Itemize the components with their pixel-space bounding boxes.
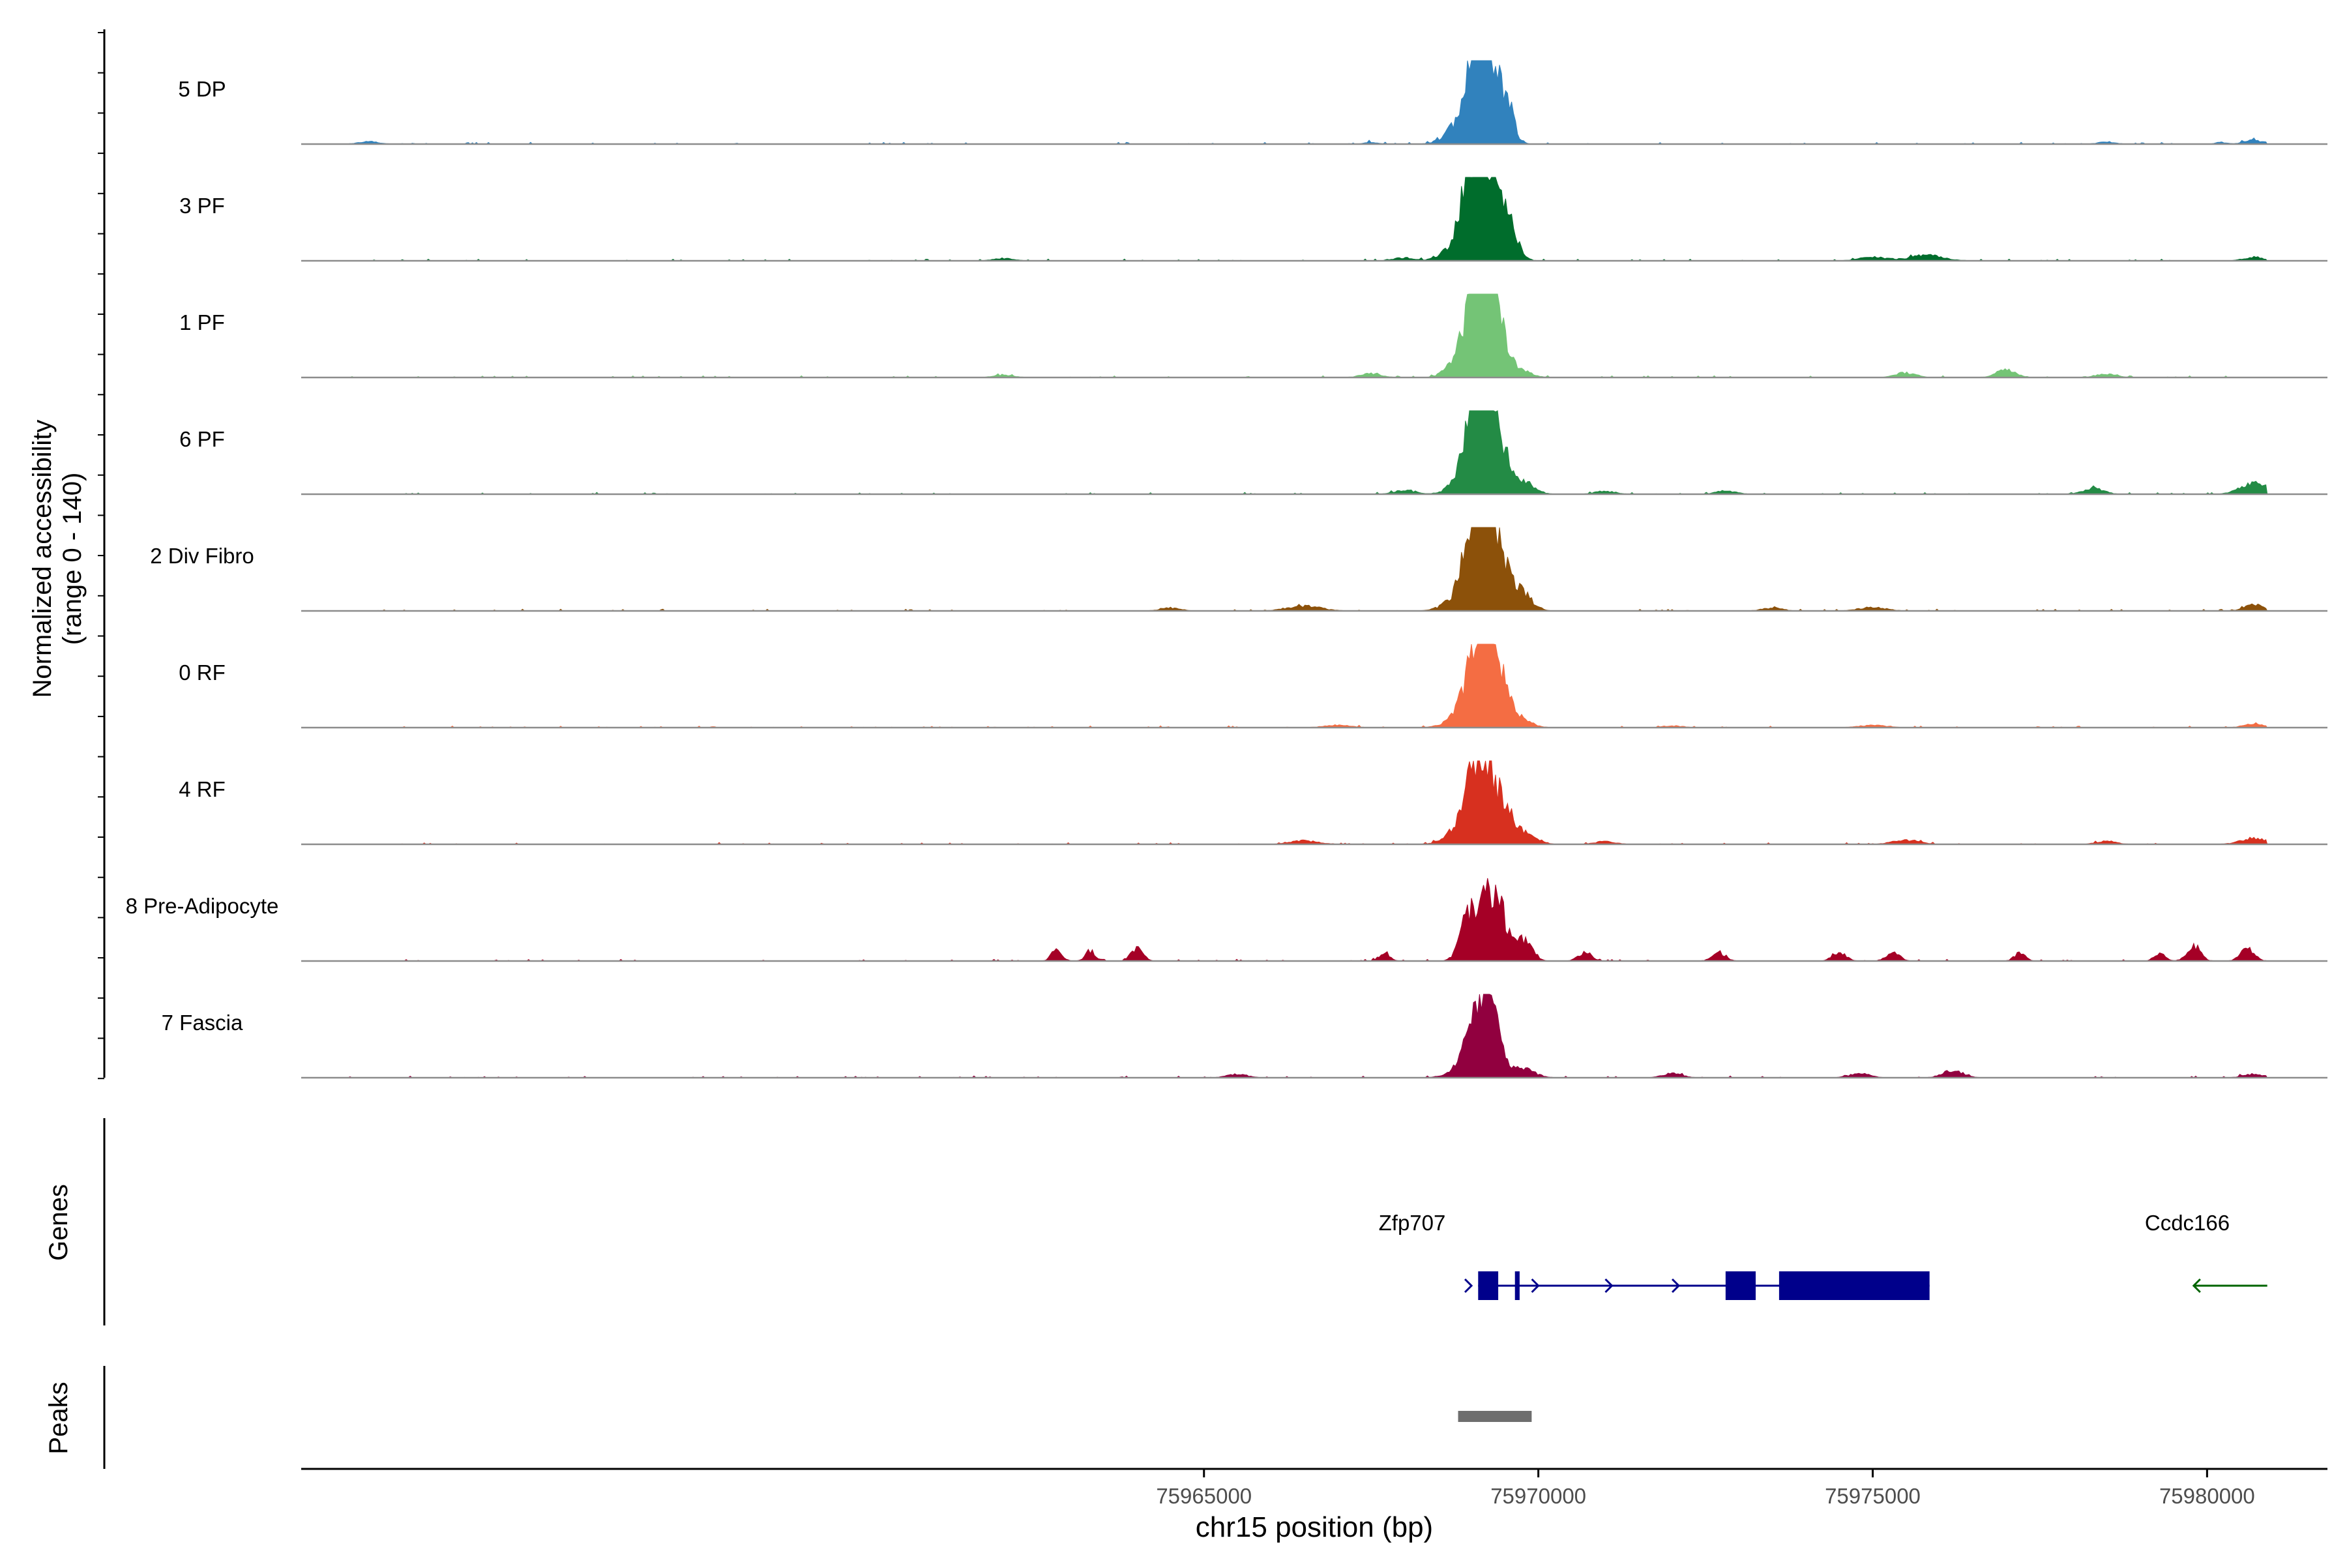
gene-exon: [1725, 1271, 1756, 1300]
coverage-track: 5 DP: [178, 60, 2327, 145]
gene-exon: [1779, 1271, 1930, 1300]
coverage-track: 8 Pre-Adipocyte: [126, 878, 2327, 962]
track-label: 1 PF: [179, 310, 225, 334]
gene-strand-arrow: [1531, 1278, 1540, 1294]
x-tick-label: 75965000: [1156, 1484, 1252, 1508]
x-tick-label: 75975000: [1825, 1484, 1921, 1508]
coverage-track: 1 PF: [179, 293, 2327, 379]
genes-track: Zfp707 Ccdc166: [1379, 1211, 2267, 1300]
track-label: 7 Fascia: [162, 1011, 243, 1035]
gene-strand-arrow: [1464, 1278, 1473, 1294]
coverage-track: 2 Div Fibro: [150, 527, 2327, 612]
gene-strand-arrow: [1671, 1278, 1681, 1294]
coverage-tracks: 5 DP 3 PF 1 PF 6 PF 2 Div Fibro 0 RF 4 RF 8 Pre…: [126, 60, 2327, 1079]
gene-exon: [1514, 1271, 1520, 1300]
x-axis-ticks: 75965000 75970000 75975000 75980000: [1156, 1469, 2255, 1508]
peaks-track: [1458, 1411, 1532, 1422]
peak-region: [1458, 1411, 1532, 1422]
peaks-track-label: Peaks: [44, 1382, 73, 1454]
coverage-track: 3 PF: [179, 177, 2327, 262]
coverage-track: 6 PF: [179, 410, 2327, 496]
track-label: 4 RF: [179, 777, 226, 801]
gene-strand-arrow: [2192, 1278, 2201, 1294]
track-label: 3 PF: [179, 194, 225, 218]
gene-label: Zfp707: [1379, 1211, 1446, 1235]
x-axis-label: chr15 position (bp): [1196, 1511, 1433, 1543]
track-label: 0 RF: [179, 660, 226, 685]
y-axis-label-line1: Normalized accessibility: [28, 420, 57, 698]
track-label: 8 Pre-Adipocyte: [126, 894, 279, 918]
gene: Zfp707: [1379, 1211, 1930, 1300]
x-tick-label: 75980000: [2159, 1484, 2255, 1508]
gene-strand-arrow: [1604, 1278, 1614, 1294]
track-label: 2 Div Fibro: [150, 544, 254, 568]
coverage-track: 4 RF: [179, 760, 2327, 846]
gene-label: Ccdc166: [2145, 1211, 2230, 1235]
gene-exon: [1478, 1271, 1499, 1300]
coverage-track: 7 Fascia: [162, 994, 2327, 1079]
genes-track-label: Genes: [44, 1184, 73, 1261]
gene: Ccdc166: [2145, 1211, 2267, 1294]
track-label: 5 DP: [178, 77, 226, 101]
y-axis-label-line2: (range 0 - 140): [58, 473, 87, 645]
x-tick-label: 75970000: [1490, 1484, 1586, 1508]
track-label: 6 PF: [179, 427, 225, 451]
accessibility-axis-ticks: [98, 32, 104, 1080]
coverage-track: 0 RF: [179, 643, 2327, 729]
